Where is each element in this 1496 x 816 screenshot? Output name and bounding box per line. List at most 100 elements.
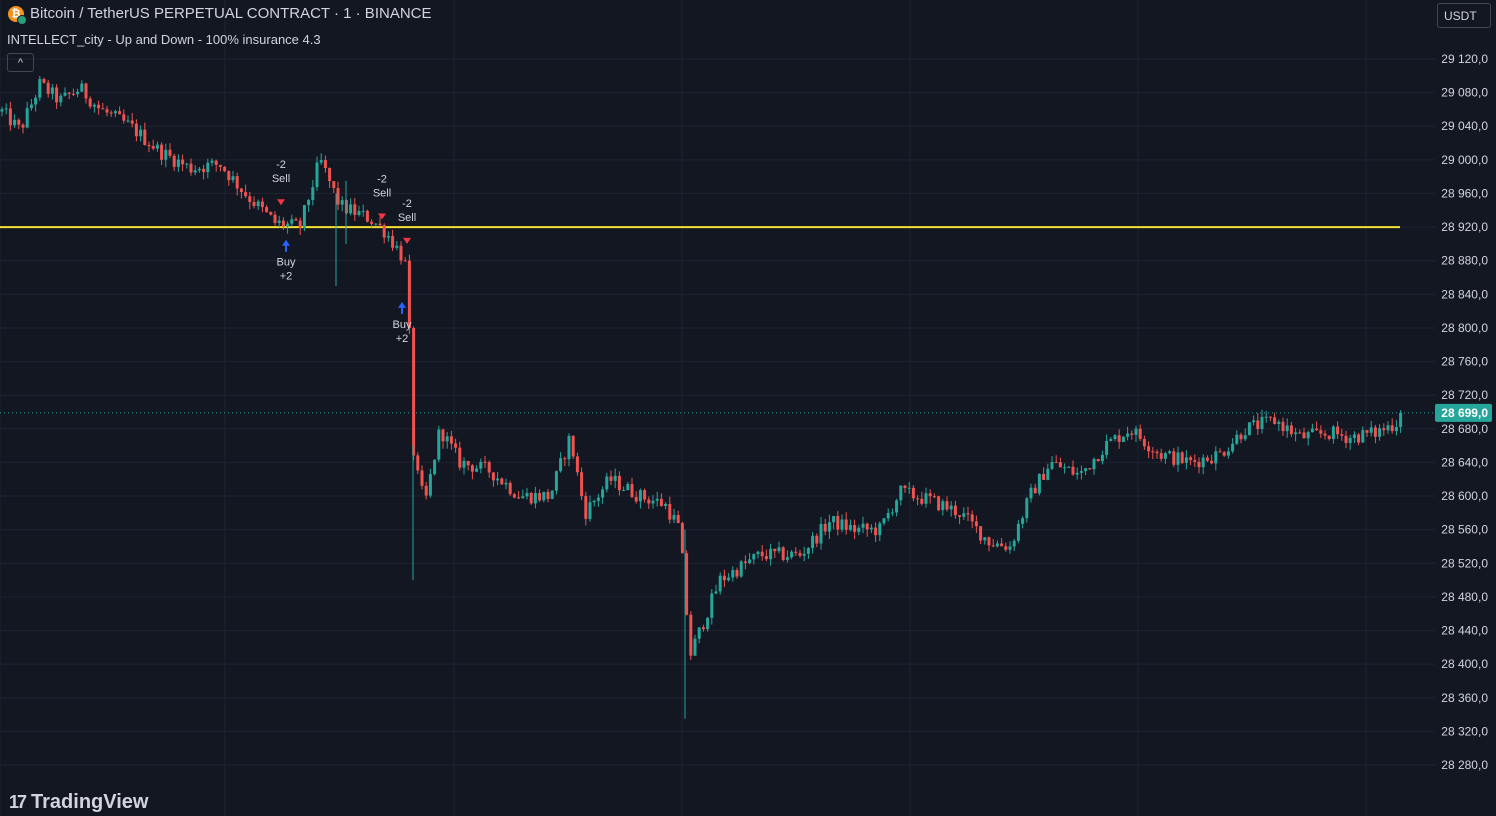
candle-down	[1130, 433, 1134, 435]
candle-down	[903, 485, 907, 488]
signal-label: Sell	[373, 188, 391, 200]
candle-down	[945, 501, 949, 510]
candle-down	[265, 207, 269, 212]
candle-down	[773, 548, 777, 552]
candle-down	[1298, 432, 1302, 434]
candle-up	[34, 97, 38, 105]
candle-up	[895, 500, 899, 513]
candle-down	[500, 478, 504, 485]
candle-down	[151, 146, 155, 149]
candle-up	[748, 559, 752, 564]
candle-up	[827, 522, 831, 532]
price-tick-label: 28 360,0	[1441, 691, 1488, 705]
candle-down	[958, 515, 962, 517]
candle-down	[1344, 435, 1348, 444]
candle-down	[575, 456, 579, 473]
candle-up	[1079, 471, 1083, 473]
candle-up	[861, 523, 865, 528]
candle-up	[479, 461, 483, 469]
candle-down	[1289, 425, 1293, 435]
candle-up	[739, 561, 743, 577]
candle-up	[29, 104, 33, 109]
candle-up	[592, 500, 596, 503]
candle-up	[1331, 426, 1335, 440]
candle-up	[869, 527, 873, 530]
symbol-header[interactable]: ₿ Bitcoin / TetherUS PERPETUAL CONTRACT …	[8, 5, 432, 25]
candle-down	[1302, 432, 1306, 439]
candle-up	[1231, 443, 1235, 452]
candle-down	[1357, 434, 1361, 443]
signal-count: -2	[402, 198, 412, 210]
indicator-name[interactable]: INTELLECT_city - Up and Down - 100% insu…	[7, 32, 321, 47]
collapse-legend-button[interactable]: ^	[7, 53, 34, 72]
candle-up	[848, 524, 852, 530]
candle-up	[727, 577, 731, 581]
candle-down	[659, 498, 663, 507]
candle-up	[475, 468, 479, 472]
price-tick-label: 28 640,0	[1441, 455, 1488, 469]
candle-down	[1042, 473, 1046, 480]
candle-up	[559, 458, 563, 472]
candle-down	[71, 93, 75, 95]
candle-up	[697, 627, 701, 639]
candle-up	[1369, 427, 1373, 433]
candle-down	[1054, 462, 1058, 464]
price-tick-label: 28 920,0	[1441, 220, 1488, 234]
candle-down	[332, 181, 336, 189]
candle-down	[643, 490, 647, 500]
candle-down	[1172, 451, 1176, 465]
candle-down	[84, 83, 88, 99]
candle-down	[466, 461, 470, 466]
candle-down	[101, 108, 105, 110]
candle-down	[722, 575, 726, 581]
candle-down	[874, 527, 878, 536]
candle-down	[1138, 428, 1142, 439]
candle-down	[88, 98, 92, 107]
candle-up	[1134, 428, 1138, 435]
candle-up	[886, 512, 890, 519]
price-tick-label: 29 080,0	[1441, 86, 1488, 100]
candle-up	[1201, 457, 1205, 468]
candle-down	[630, 484, 634, 497]
sell-signal: -2 Sell	[398, 198, 416, 244]
price-tick-label: 28 520,0	[1441, 556, 1488, 570]
candle-down	[517, 497, 521, 499]
candle-up	[899, 485, 903, 501]
tradingview-logo[interactable]: 17 TradingView	[9, 791, 148, 814]
candle-down	[97, 104, 101, 109]
candle-down	[160, 144, 164, 160]
price-tick-label: 29 040,0	[1441, 119, 1488, 133]
candle-down	[491, 472, 495, 481]
candle-down	[134, 123, 138, 137]
candle-down	[130, 120, 134, 124]
candle-down	[617, 475, 621, 491]
candle-down	[987, 537, 991, 546]
candle-down	[248, 196, 252, 202]
candle-down	[1033, 487, 1037, 494]
candle-up	[1126, 433, 1130, 437]
candle-down	[920, 498, 924, 504]
candle-up	[311, 187, 315, 201]
candle-up	[1046, 468, 1050, 480]
candle-up	[1092, 458, 1096, 470]
candle-up	[206, 162, 210, 173]
candle-up	[790, 551, 794, 558]
candle-up	[907, 487, 911, 489]
tether-badge-icon	[17, 14, 27, 25]
candle-up	[806, 548, 810, 554]
chart-grid	[0, 0, 1435, 816]
currency-selector[interactable]: USDT	[1437, 3, 1491, 28]
candle-down	[168, 149, 172, 156]
candle-down	[1256, 420, 1260, 429]
candle-up	[554, 471, 558, 491]
candle-up	[1113, 435, 1117, 439]
symbol-title[interactable]: Bitcoin / TetherUS PERPETUAL CONTRACT · …	[30, 5, 432, 22]
candle-down	[235, 176, 239, 189]
price-tick-label: 28 880,0	[1441, 254, 1488, 268]
candle-up	[197, 168, 201, 171]
candle-down	[42, 79, 46, 83]
signal-label: Buy	[277, 257, 296, 269]
candle-down	[147, 144, 151, 147]
candle-down	[1155, 451, 1159, 454]
